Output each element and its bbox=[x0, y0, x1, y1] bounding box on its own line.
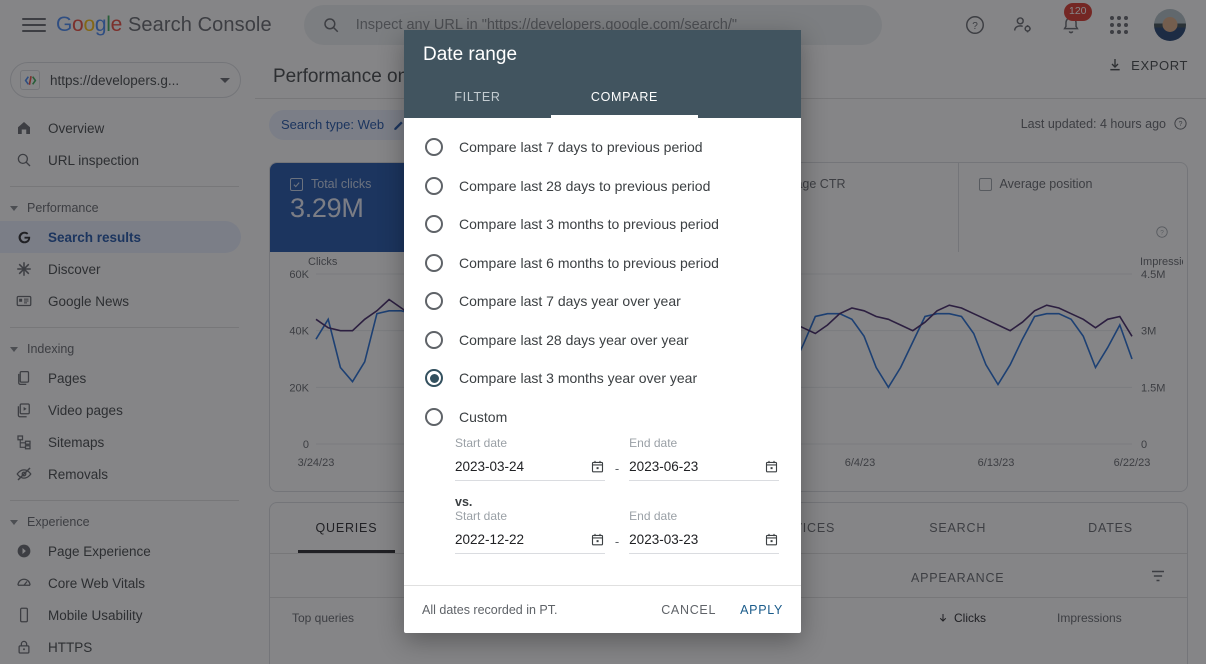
vs-label: vs. bbox=[455, 495, 473, 509]
option-custom[interactable]: Custom bbox=[404, 398, 801, 437]
field-label: End date bbox=[629, 509, 678, 523]
option-label: Compare last 6 months to previous period bbox=[459, 254, 719, 271]
date-range-separator: - bbox=[614, 461, 620, 476]
field-label: Start date bbox=[455, 509, 508, 523]
tab-label: COMPARE bbox=[590, 90, 659, 104]
option-label: Compare last 7 days to previous period bbox=[459, 139, 703, 156]
option-compare-last-3-months-previous-period[interactable]: Compare last 3 months to previous period bbox=[404, 205, 801, 244]
field-label: Start date bbox=[455, 436, 508, 450]
calendar-icon[interactable] bbox=[764, 459, 779, 474]
primary-end-date-field[interactable]: End date 2023-06-23 bbox=[629, 436, 779, 481]
radio-icon bbox=[425, 215, 443, 234]
primary-start-date-field[interactable]: Start date 2023-03-24 bbox=[455, 436, 605, 481]
date-input[interactable]: 2022-12-22 bbox=[455, 526, 605, 554]
option-compare-last-6-months-previous-period[interactable]: Compare last 6 months to previous period bbox=[404, 244, 801, 283]
apply-button[interactable]: APPLY bbox=[740, 602, 783, 617]
date-input[interactable]: 2023-06-23 bbox=[629, 453, 779, 481]
comparison-start-date-field[interactable]: Start date 2022-12-22 bbox=[455, 509, 605, 554]
date-value: 2022-12-22 bbox=[455, 532, 525, 547]
date-input[interactable]: 2023-03-23 bbox=[629, 526, 779, 554]
radio-icon bbox=[425, 330, 443, 349]
dialog-header: Date range FILTER COMPARE bbox=[404, 30, 801, 118]
date-range-dialog: Date range FILTER COMPARE Compare last 7… bbox=[404, 30, 801, 633]
radio-icon bbox=[425, 292, 443, 311]
tab-filter[interactable]: FILTER bbox=[404, 82, 551, 118]
calendar-icon[interactable] bbox=[590, 532, 605, 547]
option-compare-last-7-days-yoy[interactable]: Compare last 7 days year over year bbox=[404, 282, 801, 321]
radio-icon bbox=[425, 138, 443, 157]
calendar-icon[interactable] bbox=[764, 532, 779, 547]
date-value: 2023-06-23 bbox=[629, 459, 699, 474]
tab-label: FILTER bbox=[454, 90, 501, 104]
option-label: Compare last 28 days to previous period bbox=[459, 177, 711, 194]
date-value: 2023-03-24 bbox=[455, 459, 525, 474]
option-label: Compare last 28 days year over year bbox=[459, 331, 689, 348]
option-compare-last-7-days-previous-period[interactable]: Compare last 7 days to previous period bbox=[404, 128, 801, 167]
option-label: Custom bbox=[459, 408, 508, 425]
calendar-icon[interactable] bbox=[590, 459, 605, 474]
option-compare-last-28-days-yoy[interactable]: Compare last 28 days year over year bbox=[404, 321, 801, 360]
date-input[interactable]: 2023-03-24 bbox=[455, 453, 605, 481]
radio-icon bbox=[425, 176, 443, 195]
option-label: Compare last 7 days year over year bbox=[459, 293, 681, 310]
option-label: Compare last 3 months to previous period bbox=[459, 216, 719, 233]
radio-icon-selected bbox=[425, 369, 443, 388]
field-label: End date bbox=[629, 436, 678, 450]
option-label: Compare last 3 months year over year bbox=[459, 370, 698, 387]
radio-icon bbox=[425, 253, 443, 272]
tab-compare[interactable]: COMPARE bbox=[551, 82, 698, 118]
date-range-separator: - bbox=[614, 534, 620, 549]
comparison-end-date-field[interactable]: End date 2023-03-23 bbox=[629, 509, 779, 554]
primary-date-pair: Start date 2023-03-24 - bbox=[455, 436, 779, 481]
option-compare-last-28-days-previous-period[interactable]: Compare last 28 days to previous period bbox=[404, 167, 801, 206]
footer-note: All dates recorded in PT. bbox=[422, 602, 558, 617]
dialog-footer: All dates recorded in PT. CANCEL APPLY bbox=[404, 585, 801, 633]
option-compare-last-3-months-yoy[interactable]: Compare last 3 months year over year bbox=[404, 359, 801, 398]
cancel-button[interactable]: CANCEL bbox=[661, 602, 717, 617]
dialog-tabs: FILTER COMPARE bbox=[404, 82, 801, 118]
dialog-title: Date range bbox=[423, 44, 518, 65]
radio-icon bbox=[425, 407, 443, 426]
comparison-date-pair: Start date 2022-12-22 - bbox=[455, 509, 779, 554]
date-value: 2023-03-23 bbox=[629, 532, 699, 547]
dialog-body: Compare last 7 days to previous period C… bbox=[404, 118, 801, 585]
custom-date-range: Start date 2023-03-24 - bbox=[404, 436, 801, 554]
